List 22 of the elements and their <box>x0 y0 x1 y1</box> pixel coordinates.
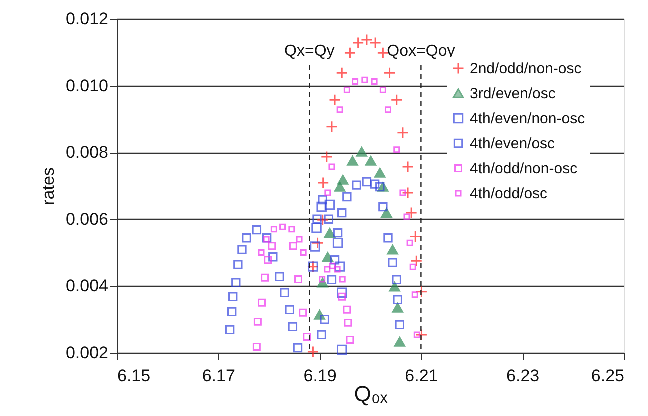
ref-line-label: Qx=Qy <box>284 43 335 60</box>
y-axis-title: rates <box>38 168 58 206</box>
x-tick-label: 6.17 <box>202 366 236 386</box>
y-tick-label: 0.012 <box>66 10 108 28</box>
x-tick-label: 6.15 <box>118 366 151 386</box>
legend-label: 4th/even/osc <box>470 136 556 152</box>
ref-line-label: Qox=Qoy <box>387 43 456 60</box>
y-tick-label: 0.008 <box>66 143 108 162</box>
x-tick-label: 6.25 <box>591 366 624 386</box>
y-tick-label: 0.006 <box>66 210 108 229</box>
y-tick-label: 0.004 <box>66 276 108 296</box>
x-axis-title: Q₀ₓ <box>354 382 389 406</box>
legend-label: 2nd/odd/non-osc <box>470 60 582 78</box>
x-tick-label: 6.21 <box>405 366 438 386</box>
x-tick-label: 6.23 <box>506 366 540 386</box>
y-tick-label: 0.010 <box>66 76 108 96</box>
legend-label: 4th/even/non-osc <box>470 110 586 128</box>
x-tick-label: 6.19 <box>304 366 337 386</box>
legend-label: 4th/odd/osc <box>470 186 548 202</box>
legend-label: 3rd/even/osc <box>470 86 556 102</box>
legend-label: 4th/odd/non-osc <box>470 160 578 178</box>
y-tick-label: 0.002 <box>66 344 108 362</box>
